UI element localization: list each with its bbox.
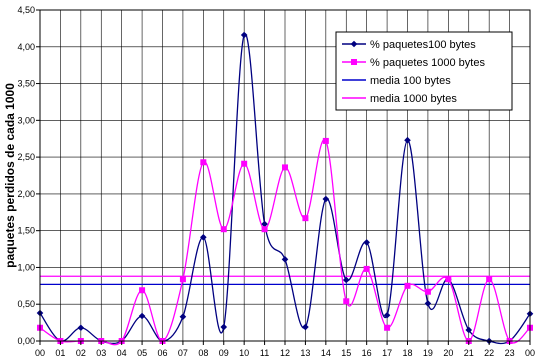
- x-tick-label: 13: [300, 348, 310, 358]
- x-tick-label: 06: [157, 348, 167, 358]
- y-tick-label: 1,50: [17, 226, 35, 236]
- y-tick-label: 0,00: [17, 336, 35, 346]
- x-tick-label: 15: [341, 348, 351, 358]
- data-point-100-bytes: [261, 220, 268, 228]
- legend-box: [335, 31, 513, 111]
- data-point-100-bytes: [77, 324, 85, 332]
- y-tick-label: 2,00: [17, 189, 35, 199]
- data-point-100-bytes: [363, 239, 370, 246]
- x-tick-label: 18: [402, 348, 412, 358]
- y-tick-label: 1,00: [17, 262, 35, 272]
- y-axis-label: paquetes perdidos de cada 1000: [3, 83, 17, 268]
- data-point-1000-bytes: [139, 287, 146, 294]
- x-tick-label: 09: [219, 348, 229, 358]
- x-tick-label: 00: [35, 348, 45, 358]
- data-point-1000-bytes: [179, 276, 186, 283]
- data-point-100-bytes: [342, 276, 350, 284]
- data-point-1000-bytes: [302, 215, 309, 222]
- x-tick-label: 19: [423, 348, 433, 358]
- data-point-100-bytes: [200, 233, 207, 241]
- x-tick-label: 05: [137, 348, 147, 358]
- x-tick-label: 12: [280, 348, 290, 358]
- data-point-100-bytes: [424, 300, 432, 307]
- data-point-1000-bytes: [486, 276, 493, 283]
- x-tick-label: 23: [505, 348, 515, 358]
- x-tick-label: 11: [260, 348, 269, 358]
- data-point-1000-bytes: [241, 160, 248, 167]
- data-point-1000-bytes: [445, 276, 452, 283]
- data-point-1000-bytes: [220, 226, 227, 233]
- y-tick-label: 2,50: [17, 152, 35, 162]
- data-point-1000-bytes: [384, 324, 391, 331]
- data-point-1000-bytes: [424, 288, 431, 295]
- data-point-1000-bytes: [404, 282, 411, 289]
- data-point-100-bytes: [179, 313, 187, 321]
- axes: 0,00 0,50 1,00 1,50 2,00 2,50 3,00 3,50 4,00 4,50…: [17, 5, 535, 358]
- data-point-1000-bytes: [282, 164, 288, 171]
- y-tick-label: 3,00: [17, 115, 35, 125]
- data-point-100-bytes: [220, 323, 228, 331]
- x-tick-label: 14: [321, 348, 331, 358]
- data-point-100-bytes: [404, 136, 411, 144]
- data-point-1000-bytes: [200, 159, 207, 166]
- series-markers: [36, 31, 534, 345]
- data-point-1000-bytes: [363, 265, 370, 272]
- x-tick-label: 08: [198, 348, 208, 358]
- x-tick-label: 07: [178, 348, 188, 358]
- data-point-1000-bytes: [322, 137, 329, 144]
- legend-label: % paquetes100 bytes: [370, 39, 476, 51]
- x-tick-label: 10: [239, 348, 249, 358]
- x-tick-label: 16: [362, 348, 372, 358]
- legend-label: media 100 bytes: [370, 75, 451, 87]
- x-tick-label: 20: [443, 348, 453, 358]
- data-point-100-bytes: [302, 323, 309, 331]
- legend-marker-diamond: [350, 40, 358, 48]
- data-point-100-bytes: [240, 31, 248, 39]
- legend: % paquetes100 bytes % paquetes 1000 bytes…: [335, 31, 513, 111]
- x-tick-label: 21: [464, 348, 474, 358]
- y-tick-label: 0,50: [17, 299, 35, 309]
- y-tick-label: 4,50: [17, 5, 35, 15]
- x-tick-label: 04: [117, 348, 127, 358]
- x-tick-label: 01: [55, 348, 65, 358]
- x-tick-label: 17: [382, 348, 392, 358]
- y-tick-label: 4,00: [17, 42, 35, 52]
- data-point-100-bytes: [322, 195, 330, 203]
- legend-marker-square: [351, 59, 357, 65]
- data-point-100-bytes: [281, 256, 289, 263]
- legend-label: % paquetes 1000 bytes: [370, 57, 485, 69]
- data-point-100-bytes: [138, 312, 146, 320]
- data-point-1000-bytes: [261, 226, 268, 233]
- data-point-100-bytes: [465, 326, 473, 334]
- x-tick-label: 02: [76, 348, 86, 358]
- x-tick-label: 00: [525, 348, 535, 358]
- data-point-100-bytes: [383, 311, 391, 319]
- legend-label: media 1000 bytes: [370, 93, 457, 105]
- x-tick-label: 22: [484, 348, 494, 358]
- data-point-1000-bytes: [343, 298, 350, 305]
- x-tick-label: 03: [96, 348, 106, 358]
- y-tick-label: 3,50: [17, 79, 35, 89]
